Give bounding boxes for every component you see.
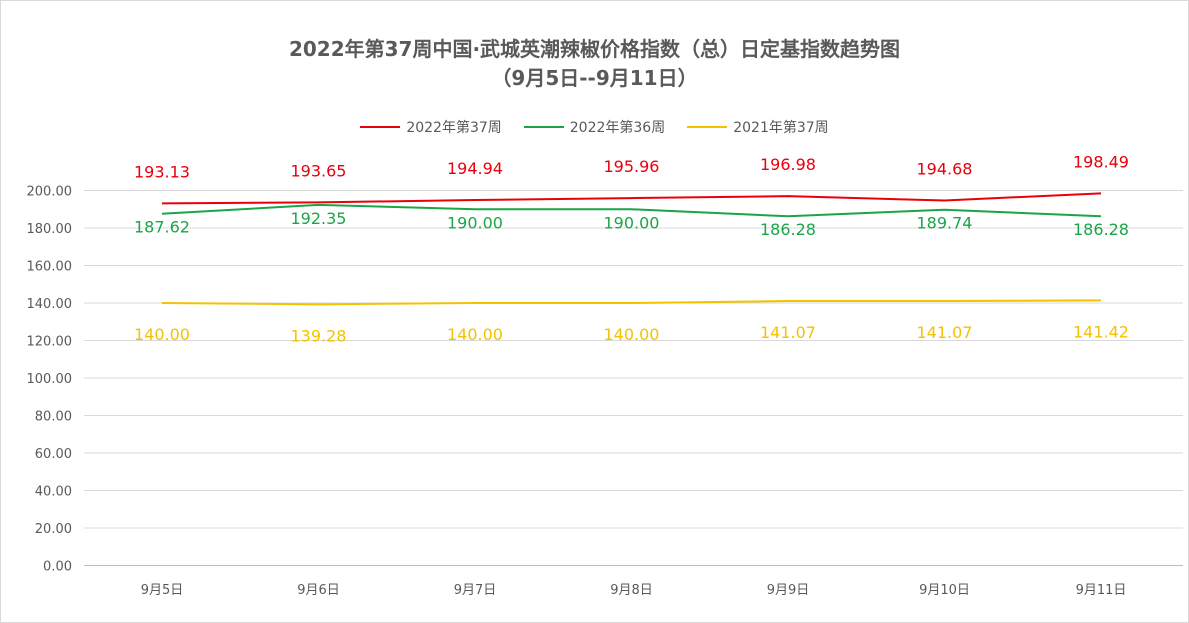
data-label: 194.68 bbox=[917, 159, 973, 178]
data-label: 196.98 bbox=[760, 155, 816, 174]
data-label: 187.62 bbox=[134, 218, 190, 237]
data-label: 186.28 bbox=[760, 220, 816, 239]
y-tick-label: 40.00 bbox=[35, 485, 72, 500]
chart-subtitle: （9月5日--9月11日） bbox=[491, 66, 698, 90]
data-label: 139.28 bbox=[291, 326, 347, 345]
legend-item-series-1: 2022年第36周 bbox=[523, 117, 666, 137]
y-tick-label: 60.00 bbox=[35, 447, 72, 462]
chart-title: 2022年第37周中国·武城英潮辣椒价格指数（总）日定基指数趋势图 bbox=[288, 37, 901, 61]
data-label: 193.13 bbox=[134, 162, 190, 181]
legend-item-series-0: 2022年第37周 bbox=[360, 117, 502, 137]
x-tick-label: 9月6日 bbox=[297, 583, 340, 598]
x-tick-label: 9月10日 bbox=[919, 583, 970, 598]
data-label: 190.00 bbox=[447, 213, 503, 232]
x-tick-label: 9月8日 bbox=[610, 583, 653, 598]
data-label: 192.35 bbox=[291, 209, 347, 228]
data-label: 195.96 bbox=[604, 157, 660, 176]
legend-swatch-series-2 bbox=[687, 126, 728, 128]
y-tick-label: 140.00 bbox=[27, 297, 73, 312]
chart-legend: 2022年第37周 2022年第36周 2021年第37周 bbox=[0, 117, 1189, 137]
series-line-0 bbox=[161, 192, 1102, 205]
series-line-1 bbox=[161, 203, 1102, 218]
data-label: 186.28 bbox=[1073, 220, 1129, 239]
legend-label-series-1: 2022年第36周 bbox=[569, 120, 666, 136]
data-label: 140.00 bbox=[134, 325, 190, 344]
data-label: 194.94 bbox=[447, 159, 503, 178]
data-label: 141.42 bbox=[1073, 322, 1129, 341]
y-tick-label: 100.00 bbox=[27, 372, 73, 387]
data-label: 190.00 bbox=[604, 213, 660, 232]
y-tick-label: 20.00 bbox=[35, 522, 72, 537]
legend-label-series-0: 2022年第37周 bbox=[406, 120, 502, 136]
y-tick-label: 120.00 bbox=[27, 335, 73, 350]
x-tick-label: 9月11日 bbox=[1076, 583, 1127, 598]
y-tick-label: 0.00 bbox=[43, 560, 72, 575]
y-tick-label: 180.00 bbox=[27, 222, 73, 237]
data-label: 198.49 bbox=[1073, 152, 1129, 171]
data-label: 193.65 bbox=[291, 161, 347, 180]
y-tick-label: 80.00 bbox=[35, 410, 72, 425]
x-tick-label: 9月9日 bbox=[767, 583, 810, 598]
data-label: 140.00 bbox=[447, 325, 503, 344]
legend-swatch-series-1 bbox=[523, 126, 564, 128]
y-tick-label: 200.00 bbox=[27, 185, 73, 200]
data-label: 141.07 bbox=[917, 323, 973, 342]
legend-swatch-series-0 bbox=[360, 126, 401, 128]
legend-item-series-2: 2021年第37周 bbox=[687, 117, 829, 137]
series-line-2 bbox=[161, 299, 1102, 306]
data-label: 140.00 bbox=[604, 325, 660, 344]
legend-label-series-2: 2021年第37周 bbox=[733, 120, 829, 136]
x-tick-label: 9月7日 bbox=[454, 583, 497, 598]
data-label: 141.07 bbox=[760, 323, 816, 342]
x-tick-label: 9月5日 bbox=[141, 583, 184, 598]
data-label: 189.74 bbox=[917, 214, 973, 233]
y-tick-label: 160.00 bbox=[27, 260, 73, 275]
